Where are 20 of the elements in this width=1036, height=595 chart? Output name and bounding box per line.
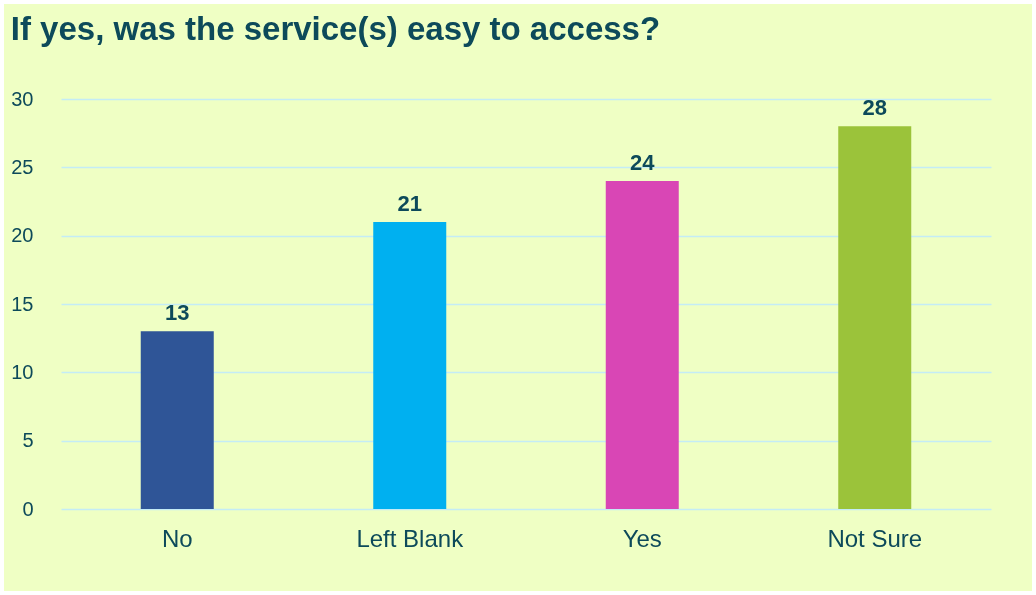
data-label: 24 <box>630 150 656 175</box>
y-tick-label: 10 <box>11 360 34 383</box>
data-label: 28 <box>862 95 887 121</box>
y-tick-label: 0 <box>22 497 34 520</box>
data-label: 13 <box>165 300 190 326</box>
y-tick-label: 5 <box>22 429 34 452</box>
x-tick-label: Not Sure <box>827 524 923 552</box>
data-label: 21 <box>397 191 422 216</box>
y-tick-label: 15 <box>11 292 34 315</box>
y-tick-label: 20 <box>11 224 34 247</box>
bar <box>140 331 214 509</box>
bar <box>838 126 912 509</box>
y-tick-label: 25 <box>11 155 34 178</box>
x-tick-label: Left Blank <box>356 524 465 552</box>
x-tick-label: Yes <box>622 524 662 552</box>
chart-title: If yes, was the service(s) easy to access? <box>10 10 661 47</box>
x-tick-label: No <box>161 524 193 552</box>
bar <box>605 181 679 509</box>
bar <box>373 222 447 509</box>
y-tick-label: 30 <box>11 87 34 110</box>
